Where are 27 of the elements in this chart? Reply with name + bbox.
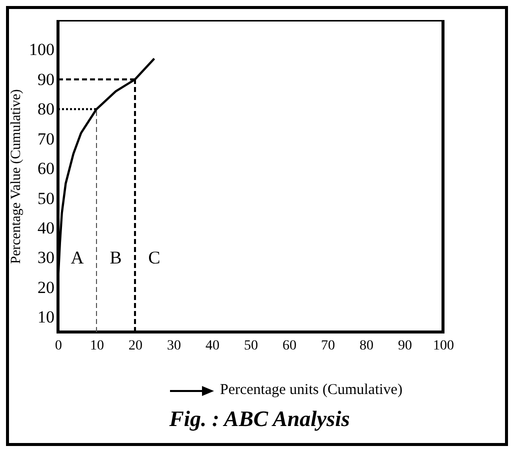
x-tick-label: 90 bbox=[398, 338, 412, 354]
annotation: A bbox=[70, 248, 84, 268]
x-axis-title: Percentage units (Cumulative) bbox=[220, 382, 402, 399]
x-tick-label: 0 bbox=[55, 338, 62, 354]
y-tick-label: 60 bbox=[38, 159, 54, 178]
y-tick-label: 10 bbox=[38, 308, 54, 327]
x-tick-label: 50 bbox=[244, 338, 258, 354]
y-tick-label: 20 bbox=[38, 278, 54, 297]
x-tick-label: 10 bbox=[90, 338, 104, 354]
y-tick-label: 50 bbox=[38, 188, 54, 208]
y-axis-title: Percentage Value (Cumulative) bbox=[9, 88, 24, 264]
y-tick-label: 70 bbox=[38, 129, 54, 148]
y-tick-label: 80 bbox=[38, 100, 54, 119]
x-tick-label: 60 bbox=[282, 338, 296, 354]
y-tick-label: 100 bbox=[29, 40, 54, 60]
x-tick-label: 30 bbox=[167, 338, 181, 354]
y-tick-label: 30 bbox=[38, 248, 54, 268]
annotation: C bbox=[148, 248, 160, 268]
y-tick-label: 90 bbox=[38, 70, 54, 89]
y-tick-label: 40 bbox=[38, 218, 54, 238]
text: Fig. : ABC Analysis bbox=[168, 406, 351, 432]
x-tick-label: 80 bbox=[360, 338, 374, 354]
x-tick-label: 100 bbox=[433, 338, 454, 354]
x-tick-label: 40 bbox=[206, 338, 220, 354]
x-tick-label: 20 bbox=[128, 338, 142, 354]
annotation: B bbox=[110, 248, 122, 268]
x-tick-label: 70 bbox=[321, 338, 335, 354]
